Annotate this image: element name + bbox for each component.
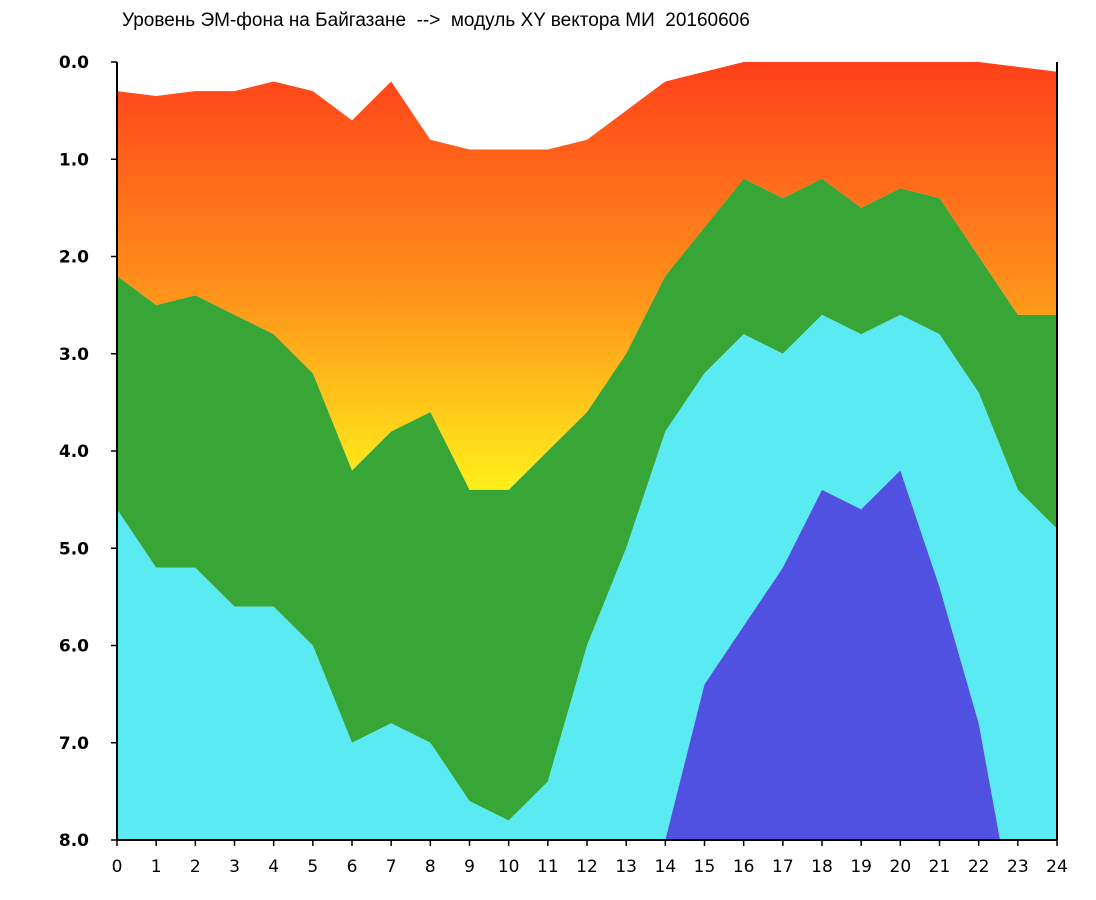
x-tick-label: 7 [386, 857, 397, 877]
y-tick-label: 8.0 [59, 831, 89, 851]
x-tick-label: 9 [464, 857, 475, 877]
plot-area [116, 62, 1058, 841]
x-tick-label: 12 [576, 857, 598, 877]
x-tick-label: 1 [151, 857, 162, 877]
band-green [117, 178, 1057, 821]
x-tick-label: 19 [850, 857, 872, 877]
y-tick-label: 6.0 [59, 637, 89, 657]
x-tick-label: 10 [498, 857, 520, 877]
x-tick-label: 11 [537, 857, 559, 877]
x-tick-label: 4 [268, 857, 279, 877]
x-tick-label: 3 [229, 857, 240, 877]
chart-title: Уровень ЭМ-фона на Байгазане --> модуль … [122, 10, 750, 31]
x-tick-label: 21 [929, 857, 951, 877]
y-tick-label: 3.0 [59, 345, 89, 365]
x-axis-ticks: 0 1 2 3 4 5 6 7 8 9 10 11 12 13 14 15 16 17 18 19 20 21 22 23 24 [112, 840, 1068, 877]
x-tick-label: 16 [733, 857, 755, 877]
x-tick-label: 8 [425, 857, 436, 877]
x-tick-label: 24 [1046, 857, 1068, 877]
y-axis-ticks: 0.0 1.0 2.0 3.0 4.0 5.0 6.0 7.0 8.0 [59, 53, 117, 851]
y-tick-label: 4.0 [59, 442, 89, 462]
band-red-yellow [117, 62, 1057, 490]
y-tick-label: 1.0 [59, 150, 89, 170]
x-tick-label: 18 [811, 857, 833, 877]
y-tick-label: 5.0 [59, 539, 89, 559]
x-tick-label: 23 [1007, 857, 1029, 877]
heatmap-bands [117, 62, 1057, 840]
x-tick-label: 15 [694, 857, 716, 877]
x-tick-label: 2 [190, 857, 201, 877]
x-tick-label: 5 [307, 857, 318, 877]
band-blue [665, 470, 1001, 840]
y-tick-label: 2.0 [59, 248, 89, 268]
x-tick-label: 13 [615, 857, 637, 877]
x-tick-label: 22 [968, 857, 990, 877]
x-tick-label: 20 [890, 857, 912, 877]
band-cyan [117, 314, 1057, 840]
x-tick-label: 0 [112, 857, 123, 877]
y-tick-label: 7.0 [59, 734, 89, 754]
x-tick-label: 14 [655, 857, 677, 877]
x-tick-label: 6 [347, 857, 358, 877]
x-tick-label: 17 [772, 857, 794, 877]
y-tick-label: 0.0 [59, 53, 89, 73]
